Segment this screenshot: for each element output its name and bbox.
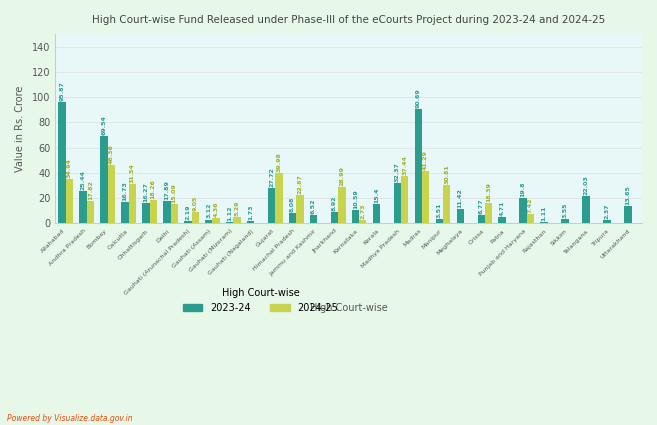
Text: 17.82: 17.82 xyxy=(88,180,93,200)
Bar xyxy=(338,187,346,224)
Bar xyxy=(603,221,610,224)
Text: 10.59: 10.59 xyxy=(353,189,358,209)
Text: 4.71: 4.71 xyxy=(499,201,505,216)
Bar xyxy=(129,184,136,224)
Bar xyxy=(66,179,73,224)
Bar xyxy=(275,173,283,224)
Text: 7.42: 7.42 xyxy=(528,198,533,213)
Text: 2.73: 2.73 xyxy=(360,204,365,219)
Bar xyxy=(527,214,534,224)
Text: 39.98: 39.98 xyxy=(277,152,281,172)
Bar xyxy=(87,201,94,224)
Text: 3.55: 3.55 xyxy=(562,202,568,218)
Bar xyxy=(143,203,150,224)
Bar xyxy=(561,219,569,224)
Bar xyxy=(212,218,220,224)
Bar xyxy=(457,209,464,224)
Bar xyxy=(108,165,115,224)
Text: 19.8: 19.8 xyxy=(520,182,526,198)
Text: 11.42: 11.42 xyxy=(458,188,463,208)
Bar xyxy=(184,221,191,224)
Bar xyxy=(205,219,212,224)
Y-axis label: Value in Rs. Crore: Value in Rs. Crore xyxy=(15,85,25,172)
Bar xyxy=(233,217,240,224)
Bar xyxy=(79,191,87,224)
Text: 46.36: 46.36 xyxy=(109,144,114,164)
Bar xyxy=(394,183,401,224)
Text: 15.4: 15.4 xyxy=(374,187,379,203)
Bar xyxy=(373,204,380,224)
Text: 3.51: 3.51 xyxy=(437,202,442,218)
Text: 1.12: 1.12 xyxy=(227,206,232,221)
Bar xyxy=(268,188,275,224)
X-axis label: High Court-wise: High Court-wise xyxy=(310,303,388,313)
Bar xyxy=(150,201,157,224)
Text: 8.08: 8.08 xyxy=(290,197,295,212)
Text: 1.11: 1.11 xyxy=(541,206,547,221)
Bar xyxy=(478,215,485,224)
Text: 3.12: 3.12 xyxy=(206,203,212,218)
Bar xyxy=(540,222,548,224)
Bar xyxy=(331,212,338,224)
Text: 15.09: 15.09 xyxy=(171,184,177,204)
Text: 16.73: 16.73 xyxy=(122,181,127,201)
Bar xyxy=(520,198,527,224)
Bar xyxy=(163,201,171,224)
Text: 16.39: 16.39 xyxy=(486,182,491,202)
Text: 1.73: 1.73 xyxy=(248,205,253,220)
Bar xyxy=(191,212,199,224)
Legend: 2023-24, 2024-25: 2023-24, 2024-25 xyxy=(179,284,342,317)
Text: 9.05: 9.05 xyxy=(193,196,198,211)
Text: 4.36: 4.36 xyxy=(214,201,219,217)
Text: 13.65: 13.65 xyxy=(625,185,630,205)
Text: 22.87: 22.87 xyxy=(298,174,302,193)
Text: 27.72: 27.72 xyxy=(269,167,274,187)
Text: 5.29: 5.29 xyxy=(235,200,240,216)
Text: 22.03: 22.03 xyxy=(583,175,589,195)
Title: High Court-wise Fund Released under Phase-III of the eCourts Project during 2023: High Court-wise Fund Released under Phas… xyxy=(92,15,605,25)
Bar xyxy=(436,219,443,224)
Bar xyxy=(485,203,492,224)
Bar xyxy=(296,195,304,224)
Text: 2.19: 2.19 xyxy=(185,204,191,220)
Text: 25.44: 25.44 xyxy=(81,170,85,190)
Bar xyxy=(443,184,450,224)
Bar xyxy=(310,215,317,224)
Bar xyxy=(499,218,506,224)
Bar xyxy=(415,109,422,224)
Bar xyxy=(171,204,178,224)
Text: 90.69: 90.69 xyxy=(416,88,421,108)
Text: 18.26: 18.26 xyxy=(150,179,156,199)
Text: 34.94: 34.94 xyxy=(67,159,72,178)
Text: 41.29: 41.29 xyxy=(423,150,428,170)
Bar xyxy=(226,222,233,224)
Bar xyxy=(422,171,429,224)
Bar xyxy=(624,206,631,224)
Text: 31.54: 31.54 xyxy=(130,163,135,183)
Text: 6.52: 6.52 xyxy=(311,199,316,214)
Text: 37.44: 37.44 xyxy=(402,155,407,175)
Bar xyxy=(359,220,367,224)
Bar xyxy=(351,210,359,224)
Bar xyxy=(289,213,296,224)
Text: Powered by Visualize.data.gov.in: Powered by Visualize.data.gov.in xyxy=(7,414,132,423)
Bar xyxy=(247,221,254,224)
Text: 28.99: 28.99 xyxy=(340,166,344,186)
Bar xyxy=(101,136,108,224)
Bar xyxy=(58,102,66,224)
Text: 69.54: 69.54 xyxy=(102,115,106,135)
Text: 17.89: 17.89 xyxy=(164,180,170,200)
Text: 6.77: 6.77 xyxy=(479,198,484,214)
Text: 2.37: 2.37 xyxy=(604,204,610,219)
Text: 32.37: 32.37 xyxy=(395,162,400,181)
Bar xyxy=(401,176,409,224)
Bar xyxy=(582,196,589,224)
Text: 95.87: 95.87 xyxy=(60,82,64,102)
Bar xyxy=(122,202,129,224)
Text: 16.27: 16.27 xyxy=(143,182,148,202)
Text: 8.92: 8.92 xyxy=(332,196,337,211)
Text: 30.81: 30.81 xyxy=(444,164,449,184)
